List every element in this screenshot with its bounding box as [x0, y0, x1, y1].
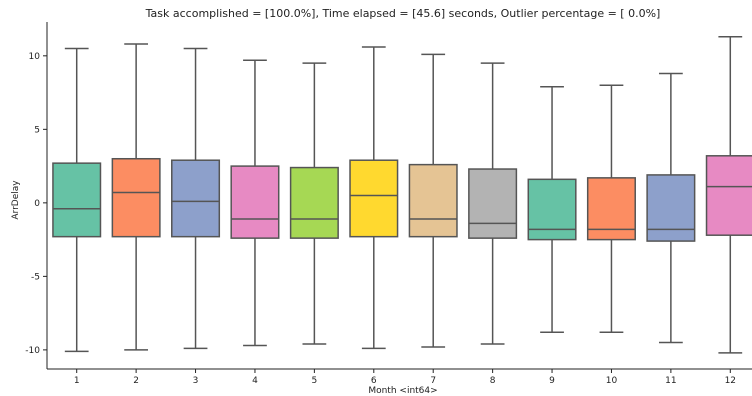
y-tick-label: 5 [34, 125, 40, 135]
x-tick-label: 9 [549, 376, 555, 386]
box-iqr [468, 168, 518, 239]
box-iqr [111, 157, 161, 238]
box-group-4 [230, 59, 280, 347]
box-iqr [289, 166, 339, 239]
chart-title: Task accomplished = [100.0%], Time elaps… [145, 7, 661, 20]
box-iqr [705, 155, 752, 236]
y-axis-label: ArrDelay [11, 180, 21, 220]
box-group-7 [408, 53, 458, 348]
x-tick-label: 12 [725, 376, 736, 386]
box-group-9 [527, 85, 577, 333]
box-group-3 [171, 47, 221, 350]
box-iqr [171, 159, 221, 238]
box-group-10 [586, 84, 636, 333]
box-iqr [52, 162, 102, 238]
x-axis-label: Month <int64> [368, 386, 437, 396]
x-tick-label: 2 [133, 376, 139, 386]
y-tick-label: 10 [29, 52, 41, 62]
box-iqr [349, 159, 399, 238]
y-tick-label: -10 [25, 346, 40, 356]
box-group-11 [646, 72, 696, 344]
box-group-8 [468, 62, 518, 345]
x-tick-label: 6 [371, 376, 377, 386]
x-tick-label: 10 [606, 376, 618, 386]
x-tick-label: 7 [430, 376, 436, 386]
box-group-5 [289, 62, 339, 345]
box-group-12 [705, 35, 752, 354]
box-group-1 [52, 47, 102, 353]
x-tick-label: 8 [490, 376, 496, 386]
x-tick-label: 3 [193, 376, 199, 386]
box-iqr [408, 163, 458, 238]
y-tick-label: 0 [34, 199, 40, 209]
x-tick-label: 4 [252, 376, 258, 386]
box-iqr [646, 174, 696, 242]
box-iqr [230, 165, 280, 239]
box-group-2 [111, 43, 161, 351]
x-tick-label: 1 [74, 376, 80, 386]
box-iqr [527, 178, 577, 241]
box-group-6 [349, 46, 399, 350]
box-iqr [586, 177, 636, 241]
x-tick-label: 5 [312, 376, 318, 386]
y-tick-label: -5 [31, 272, 40, 282]
x-tick-label: 11 [665, 376, 676, 386]
